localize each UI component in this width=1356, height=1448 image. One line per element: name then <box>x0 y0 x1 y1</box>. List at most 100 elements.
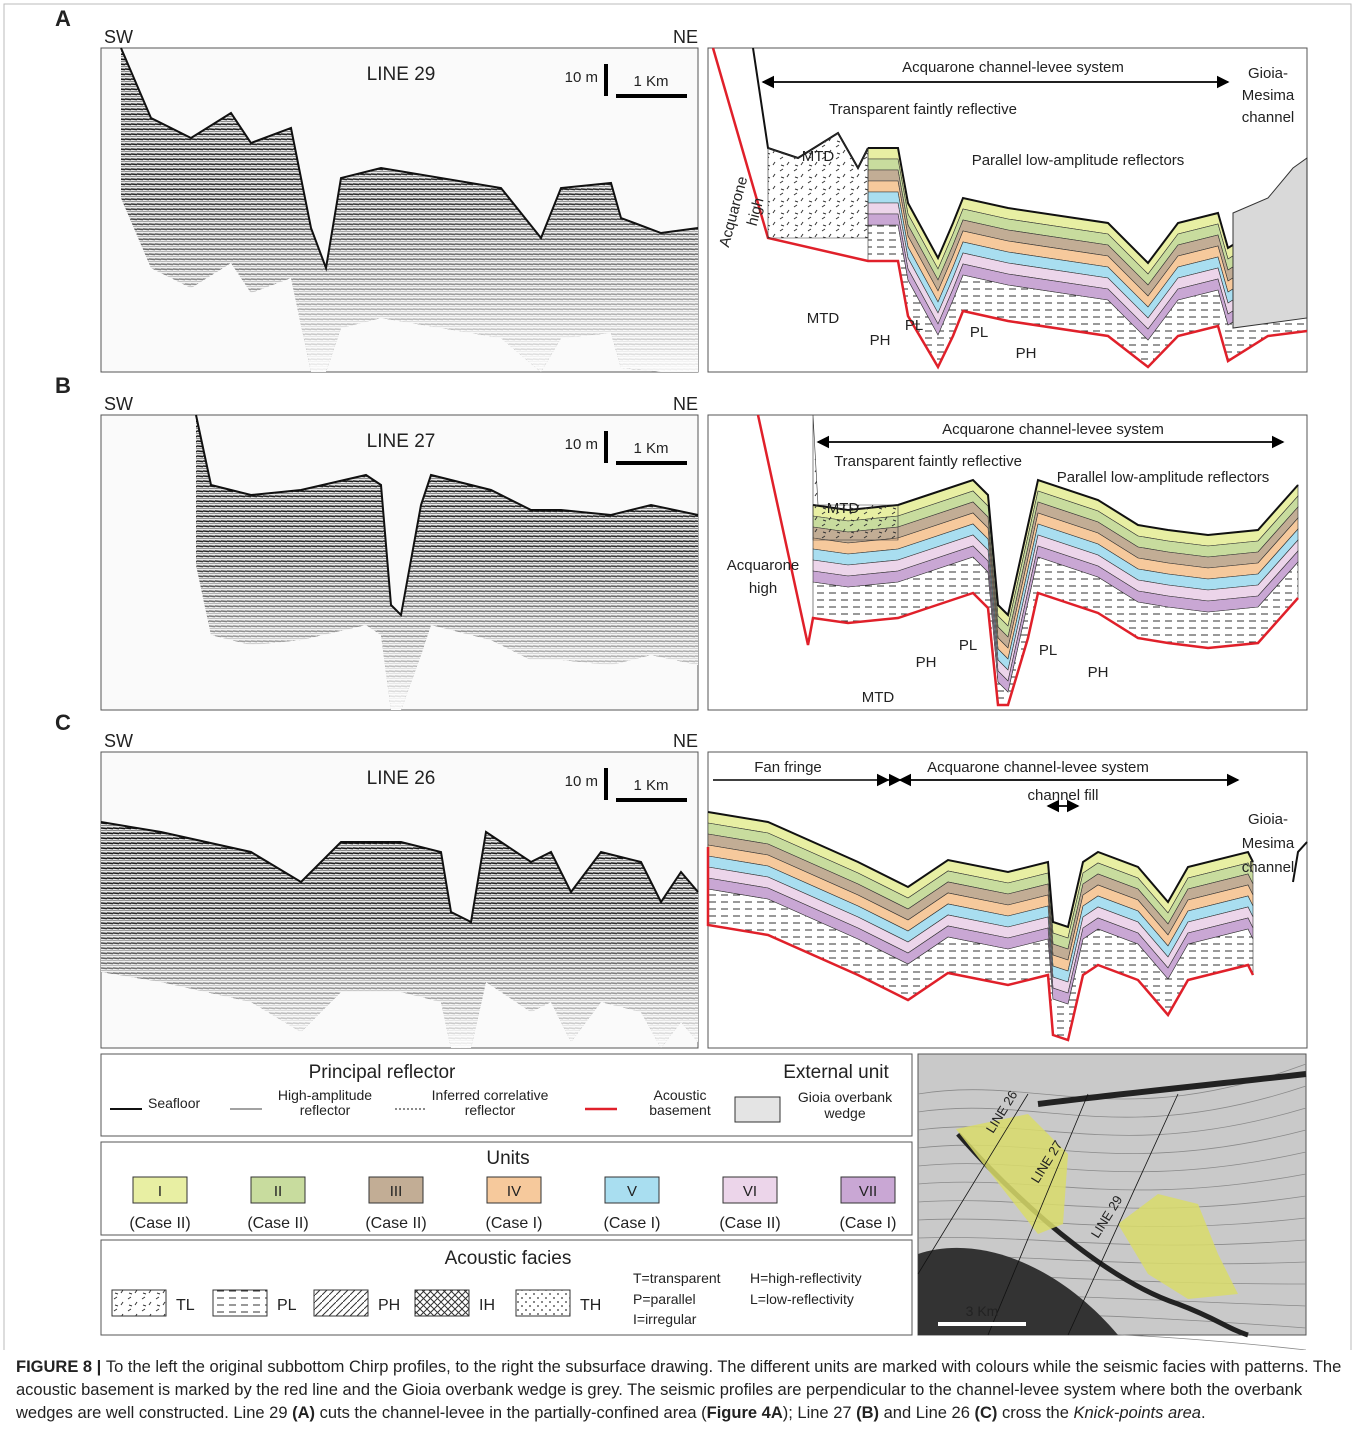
label: III <box>390 1183 403 1200</box>
annotation: Mesima <box>1242 835 1295 852</box>
annotation: high <box>749 580 777 597</box>
seismic-profile: LINE 26 10 m 1 Km <box>101 752 698 1048</box>
annotation: MTD <box>807 310 840 327</box>
label: L=low-reflectivity <box>750 1291 854 1307</box>
map-scale: 3 Km <box>966 1303 999 1319</box>
label: (Case I) <box>486 1215 543 1232</box>
caption-text: cross the <box>997 1404 1073 1422</box>
caption-text: Figure 4A <box>707 1404 783 1422</box>
label: basement <box>649 1102 711 1118</box>
figure: A SW NE LINE 29 10 m 1 Km Acquarone channel-le… <box>0 0 1356 1350</box>
annotation: MTD <box>802 148 835 165</box>
label: (Case I) <box>840 1215 897 1232</box>
annotation: PL <box>959 637 977 654</box>
annotation: PL <box>970 324 988 341</box>
facies-swatch <box>516 1290 570 1316</box>
annotation: Acquarone channel-levee system <box>927 759 1149 776</box>
label: Seafloor <box>148 1095 200 1111</box>
annotation: Gioia- <box>1248 65 1288 82</box>
annotation: Mesima <box>1242 87 1295 104</box>
seismic-profile: LINE 27 10 m 1 Km <box>101 415 698 710</box>
facies-swatch <box>112 1290 166 1316</box>
caption-text: (A) <box>292 1404 315 1422</box>
caption-text: (B) <box>856 1404 879 1422</box>
label: C <box>55 710 71 735</box>
label: TL <box>176 1297 195 1314</box>
annotation: PH <box>916 654 937 671</box>
label: reflector <box>300 1102 351 1118</box>
label: PL <box>277 1297 297 1314</box>
annotation: Transparent faintly reflective <box>834 453 1022 470</box>
scale-v: 10 m <box>565 773 598 790</box>
label: H=high-reflectivity <box>750 1270 862 1286</box>
label: (Case II) <box>719 1215 780 1232</box>
label: Units <box>486 1148 529 1169</box>
label: TH <box>580 1297 601 1314</box>
scale-v: 10 m <box>565 436 598 453</box>
facies-swatch <box>314 1290 368 1316</box>
figure-page: A SW NE LINE 29 10 m 1 Km Acquarone channel-le… <box>0 0 1356 1448</box>
scale-h: 1 Km <box>633 440 668 457</box>
annotation: Fan fringe <box>754 759 822 776</box>
label: I <box>158 1183 162 1200</box>
interpretation: Acquarone channel-levee system Transparen… <box>708 415 1307 710</box>
label: Principal reflector <box>309 1062 456 1083</box>
annotation: Acquarone <box>727 557 800 574</box>
label: A <box>55 6 71 31</box>
label: Acoustic facies <box>445 1248 572 1269</box>
annotation: channel <box>1242 859 1295 876</box>
label: VII <box>859 1183 877 1200</box>
label: High-amplitude <box>278 1087 372 1103</box>
label: (Case II) <box>129 1215 190 1232</box>
label: IH <box>479 1297 495 1314</box>
caption-text: and Line 26 <box>879 1404 974 1422</box>
annotation: channel fill <box>1028 787 1099 804</box>
label: P=parallel <box>633 1291 696 1307</box>
label: SW <box>104 731 133 751</box>
caption-text: (C) <box>974 1404 997 1422</box>
caption: FIGURE 8 | To the left the original subb… <box>16 1356 1342 1425</box>
caption-text: cuts the channel-levee in the partially-… <box>315 1404 707 1422</box>
line-name: LINE 27 <box>367 431 436 452</box>
label: I=irregular <box>633 1311 697 1327</box>
annotation: Acquarone channel-levee system <box>902 59 1124 76</box>
caption-text: . <box>1201 1404 1206 1422</box>
label: NE <box>673 394 698 414</box>
label: V <box>627 1183 637 1200</box>
annotation: MTD <box>862 689 895 706</box>
annotation: Transparent faintly reflective <box>829 101 1017 118</box>
interpretation: Fan fringe Acquarone channel-levee system… <box>708 752 1307 1048</box>
annotation: PH <box>870 332 891 349</box>
scale-h: 1 Km <box>633 73 668 90</box>
annotation: channel <box>1242 109 1295 126</box>
annotation: Gioia- <box>1248 811 1288 828</box>
label: Inferred correlative <box>432 1087 549 1103</box>
interpretation: Acquarone channel-levee system Gioia- Mesi… <box>708 48 1307 372</box>
facies-swatch <box>415 1290 469 1316</box>
annotation: PH <box>1088 664 1109 681</box>
annotation: Acquarone channel-levee system <box>942 421 1164 438</box>
label: II <box>274 1183 282 1200</box>
legend-swatch <box>735 1097 780 1122</box>
label: Gioia overbank <box>798 1089 893 1105</box>
line-name: LINE 29 <box>367 64 436 85</box>
annotation: PL <box>905 317 923 334</box>
caption-text: FIGURE 8 | <box>16 1358 106 1376</box>
label: VI <box>743 1183 757 1200</box>
label: (Case II) <box>247 1215 308 1232</box>
facies-swatch <box>213 1290 267 1316</box>
annotation: PL <box>1039 642 1057 659</box>
label: Acoustic <box>654 1087 707 1103</box>
label: SW <box>104 394 133 414</box>
caption-text: ); Line 27 <box>783 1404 856 1422</box>
label: (Case II) <box>365 1215 426 1232</box>
annotation: Parallel low-amplitude reflectors <box>972 152 1185 169</box>
label: reflector <box>465 1102 516 1118</box>
label: NE <box>673 731 698 751</box>
line-name: LINE 26 <box>367 768 436 789</box>
scale-h: 1 Km <box>633 777 668 794</box>
label: T=transparent <box>633 1270 721 1286</box>
scale-v: 10 m <box>565 69 598 86</box>
label: NE <box>673 27 698 47</box>
